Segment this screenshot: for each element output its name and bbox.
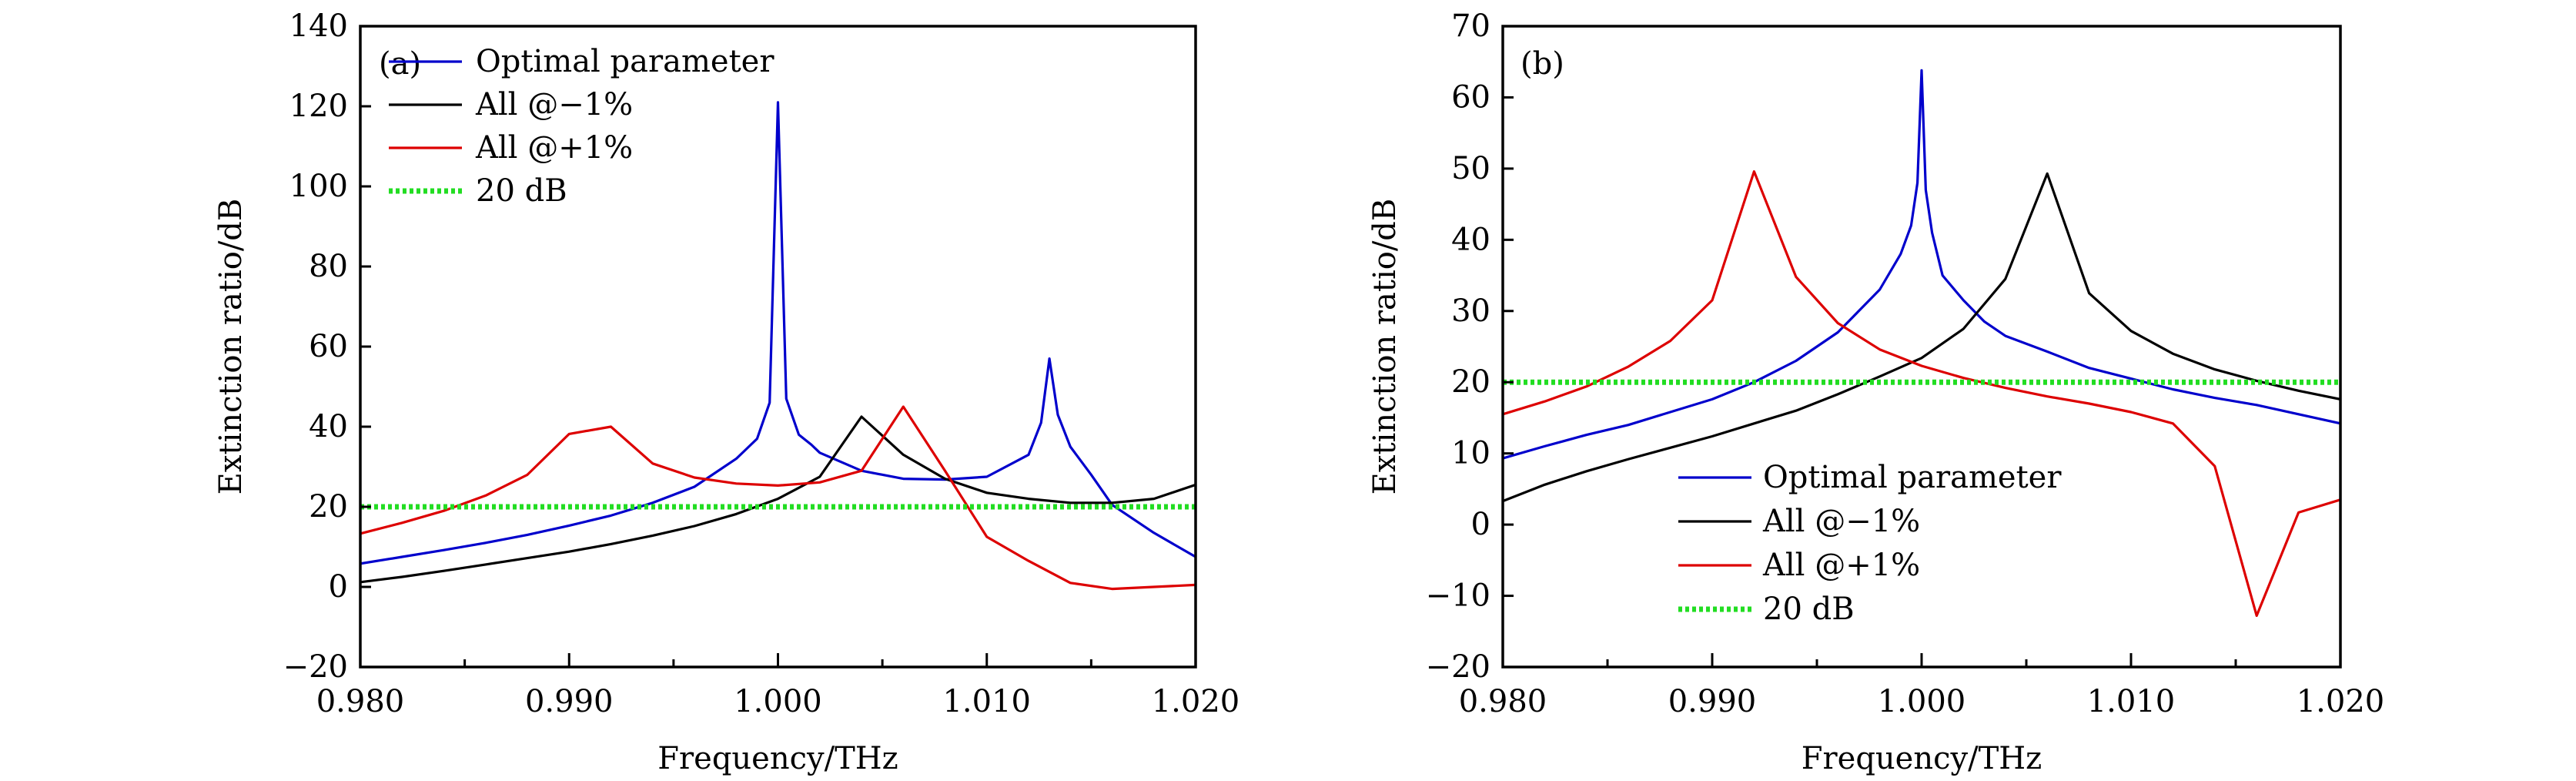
x-tick-label: 0.990 [1668,684,1757,719]
y-tick-label: 50 [1451,151,1490,186]
y-tick-label: −20 [283,649,348,685]
x-tick-label: 0.980 [316,684,405,719]
y-tick-label: 60 [1451,79,1490,115]
legend: Optimal parameter All @−1% All @+1% 20 dB [1678,460,2062,627]
y-tick-label: 40 [309,409,348,444]
legend-label: All @+1% [475,130,633,166]
y-tick-label: 20 [1451,364,1490,400]
x-tick-label: 1.020 [2297,684,2385,719]
legend-label: All @−1% [475,87,633,122]
x-axis-label: Frequency/THz [1802,741,2042,776]
y-tick-label: −20 [1426,649,1490,685]
y-tick-label: 60 [309,329,348,364]
legend-label: Optimal parameter [1763,460,2062,495]
series-line-2 [360,405,1196,591]
series-line-0 [360,101,1196,565]
x-tick-label: 0.980 [1459,684,1547,719]
y-axis-label: Extinction ratio/dB [1367,199,1403,495]
legend-label: 20 dB [476,173,567,209]
x-tick-label: 1.020 [1152,684,1240,719]
series-line-1 [1503,172,2340,503]
plot-frame [1501,25,2342,669]
y-tick-label: 70 [1451,8,1490,44]
y-axis-label: Extinction ratio/dB [213,199,249,495]
y-tick-label: 140 [289,8,348,44]
y-tick-label: 80 [309,249,348,284]
legend-label: 20 dB [1763,592,1855,627]
legend-label: Optimal parameter [476,44,774,79]
x-tick-label: 1.000 [1878,684,1966,719]
chart-panel-b: 0.980 0.990 1.000 1.010 1.020 −20 −10 0 10 20 30 40… [1367,8,2384,776]
y-tick-label: 20 [309,489,348,525]
series-line-0 [1503,69,2340,460]
x-tick-label: 1.000 [734,684,822,719]
series-line-1 [360,415,1196,584]
legend-label: All @+1% [1762,548,1920,583]
x-axis-label: Frequency/THz [657,741,898,776]
x-tick-label: 0.990 [525,684,614,719]
y-tick-label: 40 [1451,222,1490,257]
y-tick-label: 100 [289,169,348,204]
series-line-2 [1503,170,2340,618]
y-tick-label: 120 [289,89,348,124]
y-tick-label: 0 [1471,507,1490,542]
panel-label: (a) [379,46,421,82]
y-tick-label: 10 [1451,436,1490,471]
chart-panel-a: 0.980 0.990 1.000 1.010 1.020 −20 0 20 40 60 80 100… [213,8,1239,776]
y-tick-label: 0 [329,569,348,605]
x-tick-label: 1.010 [2087,684,2176,719]
panel-label: (b) [1521,46,1564,82]
legend-label: All @−1% [1762,504,1920,539]
legend: Optimal parameter All @−1% All @+1% 20 dB [389,44,774,209]
y-tick-label: 30 [1451,293,1490,329]
y-tick-label: −10 [1426,578,1490,614]
x-tick-label: 1.010 [942,684,1031,719]
